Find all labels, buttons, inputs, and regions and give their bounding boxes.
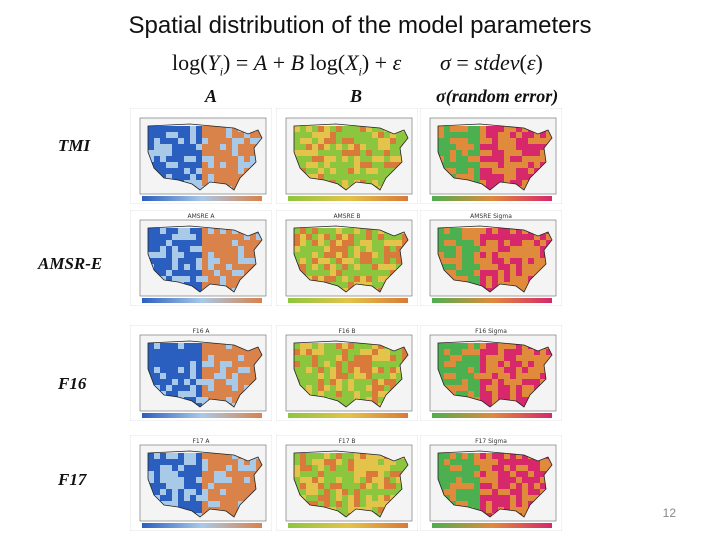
map-panel-f17-a: F17 A <box>130 435 272 531</box>
page-number: 12 <box>662 506 676 520</box>
column-label-b: B <box>350 86 363 106</box>
map-panel-tmi-b <box>276 108 418 204</box>
column-label-sigma: σ(random error) <box>436 86 559 106</box>
panel-title: AMSRE B <box>333 213 360 220</box>
map-panel-f16-b: F16 B <box>276 325 418 421</box>
panel-title: F17 A <box>192 438 210 445</box>
model-equation: log(Yi) = A + B log(Xi) + ε <box>172 50 402 79</box>
map-panel-f16-sigma: F16 Sigma <box>420 325 562 421</box>
slide-title: Spatial distribution of the model parame… <box>128 12 592 39</box>
map-panel-f16-a: F16 A <box>130 325 272 421</box>
map-panel-amsre-b: AMSRE B <box>276 210 418 306</box>
map-panel-amsre-a: AMSRE A <box>130 210 272 306</box>
row-label-tmi: TMI <box>58 136 91 155</box>
map-panel-f17-b: F17 B <box>276 435 418 531</box>
map-panel-tmi-sigma <box>420 108 562 204</box>
row-label-amsre: AMSR-E <box>38 254 103 273</box>
panel-title: F17 B <box>338 438 355 445</box>
panel-title: F16 A <box>192 328 210 335</box>
panel-title: F16 B <box>338 328 355 335</box>
row-label-f16: F16 <box>58 374 87 393</box>
map-panel-amsre-sigma: AMSRE Sigma <box>420 210 562 306</box>
panel-title: AMSRE A <box>187 213 215 220</box>
sigma-equation: σ = stdev(ε) <box>440 50 543 75</box>
panel-title: AMSRE Sigma <box>470 213 512 220</box>
panel-title: F17 Sigma <box>475 438 507 445</box>
map-panel-tmi-a <box>130 108 272 204</box>
row-label-f17: F17 <box>58 470 87 489</box>
map-panel-f17-sigma: F17 Sigma <box>420 435 562 531</box>
panel-title: F16 Sigma <box>475 328 507 335</box>
column-label-a: A <box>205 86 218 106</box>
